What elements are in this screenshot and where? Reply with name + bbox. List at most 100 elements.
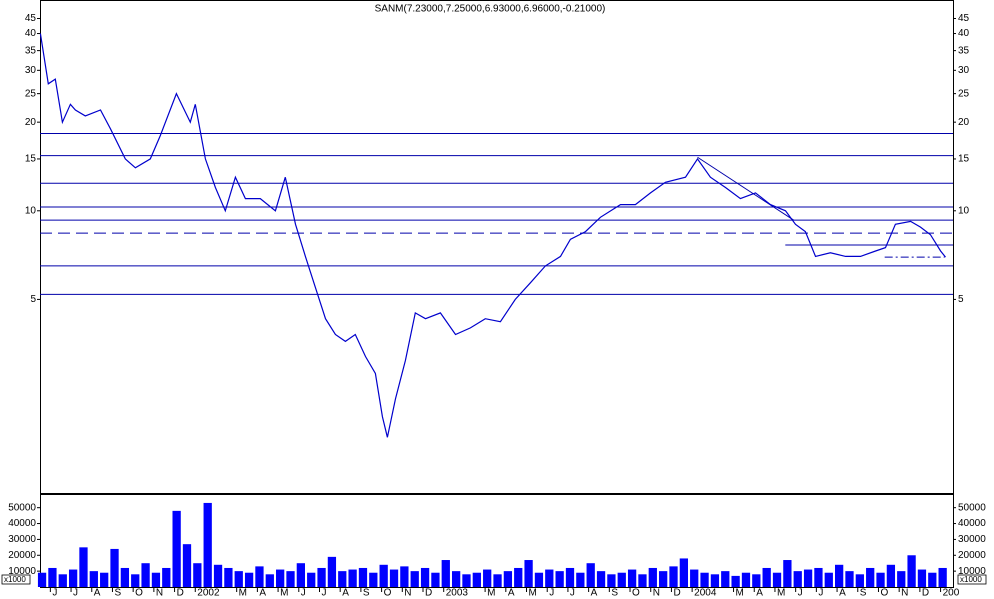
unit-label: x1000 bbox=[4, 575, 26, 584]
y2-tick-label: 10000 bbox=[958, 566, 986, 577]
volume-bar bbox=[265, 574, 274, 587]
x-tick-label: O bbox=[384, 588, 392, 599]
volume-bar bbox=[752, 574, 761, 587]
volume-bar bbox=[37, 572, 47, 587]
volume-bar bbox=[203, 502, 212, 587]
volume-bar bbox=[141, 563, 150, 587]
y-tick-label: 10 bbox=[25, 205, 37, 216]
volume-bar bbox=[79, 547, 88, 587]
volume-bar bbox=[276, 569, 285, 587]
volume-bar bbox=[131, 574, 140, 587]
volume-bar bbox=[659, 571, 668, 587]
volume-bar bbox=[100, 572, 109, 587]
trend-line bbox=[697, 156, 794, 221]
volume-bar bbox=[524, 560, 533, 587]
volume-bar bbox=[596, 571, 606, 587]
price-panel bbox=[40, 0, 954, 494]
y-tick-label: 35 bbox=[25, 45, 37, 56]
volume-bar bbox=[286, 571, 295, 587]
volume-bar bbox=[110, 548, 119, 587]
volume-bar bbox=[834, 564, 844, 587]
volume-bar bbox=[182, 544, 192, 587]
volume-bar bbox=[379, 564, 388, 587]
volume-bar bbox=[348, 569, 357, 587]
x-tick-label: D bbox=[425, 588, 432, 599]
volume-bar bbox=[928, 572, 937, 587]
volume-bar bbox=[120, 567, 130, 587]
volume-bar bbox=[731, 575, 740, 587]
volume-bar bbox=[710, 574, 720, 587]
volume-bar bbox=[803, 569, 813, 587]
y2-tick-label: 20 bbox=[958, 117, 970, 128]
volume-bar bbox=[472, 572, 481, 587]
price-line bbox=[39, 33, 946, 438]
x-tick-label: J bbox=[321, 588, 326, 599]
volume-bar bbox=[68, 569, 78, 587]
y-tick-label: 40000 bbox=[8, 518, 36, 529]
x-tick-label: S bbox=[363, 588, 370, 599]
x-tick-label: A bbox=[508, 588, 515, 599]
volume-bar bbox=[772, 572, 782, 587]
volume-bar bbox=[679, 558, 689, 587]
volume-bar bbox=[224, 567, 233, 587]
volume-bar bbox=[721, 571, 730, 587]
y2-tick-label: 10 bbox=[958, 205, 970, 216]
volume-bar bbox=[493, 574, 502, 587]
volume-bar bbox=[410, 571, 419, 587]
y2-tick-label: 40000 bbox=[958, 518, 986, 529]
volume-bar bbox=[534, 572, 544, 587]
volume-bar bbox=[607, 574, 616, 587]
volume-bar bbox=[576, 572, 585, 587]
volume-bar bbox=[244, 572, 254, 587]
volume-bar bbox=[307, 572, 316, 587]
y-tick-label: 30000 bbox=[8, 534, 36, 545]
x-tick-label: D bbox=[177, 588, 184, 599]
x-tick-label: A bbox=[839, 588, 846, 599]
y-tick-label: 20 bbox=[25, 117, 37, 128]
y-tick-label: 50000 bbox=[8, 502, 36, 513]
volume-bar bbox=[855, 574, 864, 587]
unit-box bbox=[1, 574, 31, 585]
x-tick-label: 2004 bbox=[694, 588, 717, 599]
volume-bar bbox=[213, 564, 223, 587]
volume-bar bbox=[545, 569, 554, 587]
volume-bar bbox=[389, 569, 399, 587]
x-tick-label: M bbox=[736, 588, 744, 599]
x-tick-label: J bbox=[570, 588, 575, 599]
chart-title: SANM(7.23000,7.25000,6.93000,6.96000,-0.… bbox=[375, 4, 606, 15]
volume-bar bbox=[503, 571, 513, 587]
y2-tick-label: 15 bbox=[958, 154, 970, 165]
volume-bar bbox=[172, 510, 181, 587]
volume-bar bbox=[420, 567, 430, 587]
unit-box bbox=[957, 574, 987, 585]
volume-bar bbox=[866, 567, 875, 587]
x-tick-label: O bbox=[135, 588, 143, 599]
volume-bar bbox=[938, 567, 947, 587]
volume-bar bbox=[814, 567, 823, 587]
x-tick-label: 2003 bbox=[446, 588, 469, 599]
x-tick-label: N bbox=[156, 588, 163, 599]
volume-bar bbox=[617, 572, 626, 587]
x-tick-label: M bbox=[280, 588, 288, 599]
y-tick-label: 15 bbox=[25, 154, 37, 165]
volume-bar bbox=[876, 572, 885, 587]
y-tick-label: 45 bbox=[25, 13, 37, 24]
y-tick-label: 40 bbox=[25, 28, 37, 39]
volume-bar bbox=[400, 566, 409, 587]
volume-bar bbox=[638, 574, 647, 587]
volume-bar bbox=[234, 571, 243, 587]
y-tick-label: 20000 bbox=[8, 550, 36, 561]
x-tick-label: 200 bbox=[943, 588, 960, 599]
y-tick-label: 10000 bbox=[8, 566, 36, 577]
volume-bar bbox=[358, 567, 368, 587]
x-tick-label: J bbox=[52, 588, 57, 599]
x-tick-label: N bbox=[901, 588, 908, 599]
volume-panel bbox=[40, 494, 954, 588]
x-tick-label: N bbox=[653, 588, 660, 599]
volume-bar bbox=[565, 567, 575, 587]
volume-bar bbox=[255, 566, 264, 587]
volume-bar bbox=[451, 571, 461, 587]
x-tick-label: D bbox=[673, 588, 680, 599]
volume-bar bbox=[58, 574, 67, 587]
volume-bar bbox=[317, 567, 326, 587]
